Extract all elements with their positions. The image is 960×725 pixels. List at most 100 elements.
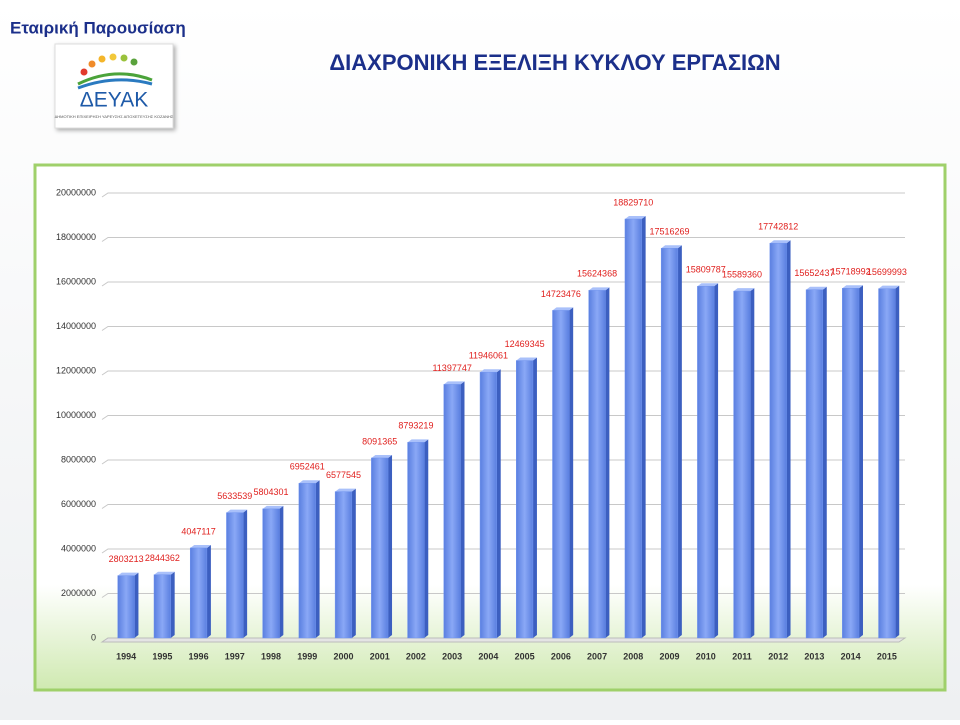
data-label: 11946061 (469, 351, 508, 361)
bar (298, 483, 316, 639)
data-label: 2844362 (145, 553, 180, 563)
data-label: 11397747 (432, 363, 471, 373)
bar (624, 218, 642, 639)
bar-side (206, 544, 211, 638)
y-tick-label: 12000000 (56, 365, 96, 375)
y-tick-label: 10000000 (56, 410, 96, 420)
y-tick-label: 0 (91, 632, 96, 642)
bar-side (243, 509, 248, 638)
y-tick-label: 20000000 (56, 187, 96, 197)
x-tick-label: 2002 (406, 651, 426, 661)
floor (100, 637, 907, 643)
bar-side (822, 286, 827, 638)
bar-top (516, 357, 537, 361)
data-label: 17516269 (649, 227, 689, 237)
bar-top (624, 216, 646, 220)
x-tick-label: 1996 (189, 651, 209, 661)
bar-side (786, 240, 791, 639)
bar-top (117, 572, 139, 576)
x-tick-label: 2006 (551, 651, 571, 661)
data-label: 6577545 (326, 470, 361, 480)
y-tick-label: 4000000 (61, 543, 96, 553)
x-tick-label: 2011 (732, 651, 752, 661)
section-title: Εταιρική Παρουσίαση (10, 18, 186, 37)
bar-side (858, 285, 863, 638)
y-tick-label: 8000000 (61, 454, 96, 464)
data-label: 5804301 (253, 487, 288, 497)
bar-side (750, 288, 755, 638)
bar-top (190, 544, 211, 548)
bar-side (677, 245, 682, 639)
chart-title: ΔΙΑΧΡΟΝΙΚΗ ΕΞΕΛΙΞΗ ΚΥΚΛΟΥ ΕΡΓΑΣΙΩΝ (329, 50, 780, 75)
y-tick-label: 16000000 (56, 276, 96, 286)
data-label: 17742812 (758, 222, 798, 232)
x-tick-label: 2005 (515, 651, 535, 661)
bar (189, 547, 208, 639)
logo-subtitle: ΔΗΜΟΤΙΚΗ ΕΠΙΧΕΙΡΗΣΗ ΥΔΡΕΥΣΗΣ ΑΠΟΧΕΤΕΥΣΗΣ… (55, 114, 174, 119)
data-label: 4047117 (181, 526, 215, 536)
data-label: 15809787 (686, 265, 726, 275)
bar (226, 512, 244, 639)
data-label: 14723476 (541, 289, 581, 299)
bar (334, 491, 353, 639)
x-tick-label: 2004 (478, 651, 498, 661)
bar-side (388, 454, 393, 638)
data-label: 15718992 (831, 267, 871, 277)
x-tick-label: 2000 (333, 651, 353, 661)
bar (371, 457, 389, 639)
bar-side (496, 369, 501, 638)
bar-side (569, 307, 574, 638)
bar-top (480, 369, 501, 373)
x-tick-label: 1999 (297, 651, 317, 661)
bar-top (769, 240, 791, 244)
bar-top (733, 288, 755, 292)
grid-line (101, 192, 905, 198)
bar (262, 508, 280, 639)
bar (516, 360, 534, 639)
bar-side (351, 488, 356, 638)
bar-top (407, 439, 429, 443)
bar (479, 371, 497, 639)
y-tick-label: 18000000 (56, 232, 96, 242)
bar (588, 290, 606, 639)
bar-top (552, 307, 574, 311)
bar-top (842, 285, 863, 289)
bar (153, 574, 171, 639)
data-label: 15624368 (577, 269, 617, 279)
x-tick-label: 2015 (877, 651, 897, 661)
bar (117, 575, 135, 639)
bar-side (641, 216, 646, 639)
y-tick-label: 2000000 (61, 588, 96, 598)
data-label: 2803213 (109, 554, 144, 564)
data-label: 6952461 (290, 462, 325, 472)
bar-top (878, 285, 900, 289)
data-label: 12469345 (505, 339, 545, 349)
bar-side (460, 381, 465, 638)
x-tick-label: 2007 (587, 651, 607, 661)
bar (842, 288, 860, 639)
bar-top (806, 286, 827, 290)
bar (407, 442, 425, 639)
x-tick-label: 1998 (261, 651, 281, 661)
data-label: 5633539 (217, 491, 252, 501)
bar-top (661, 245, 682, 249)
bar (552, 310, 570, 639)
data-label: 8793219 (398, 421, 433, 431)
x-tick-label: 2013 (804, 651, 824, 661)
data-label: 18829710 (613, 197, 653, 207)
x-tick-label: 2014 (841, 651, 861, 661)
bar-side (134, 572, 139, 638)
bar (697, 285, 715, 639)
x-tick-label: 1994 (116, 651, 136, 661)
x-tick-label: 2009 (660, 651, 680, 661)
bar-top (226, 509, 248, 513)
logo-dots (77, 53, 153, 90)
bar (878, 288, 896, 639)
bar (443, 384, 461, 639)
x-tick-label: 2012 (768, 651, 788, 661)
bar-top (335, 488, 356, 492)
bar-top (443, 381, 465, 385)
bar-side (170, 571, 175, 638)
bar (660, 248, 679, 639)
x-tick-label: 2008 (623, 651, 643, 661)
